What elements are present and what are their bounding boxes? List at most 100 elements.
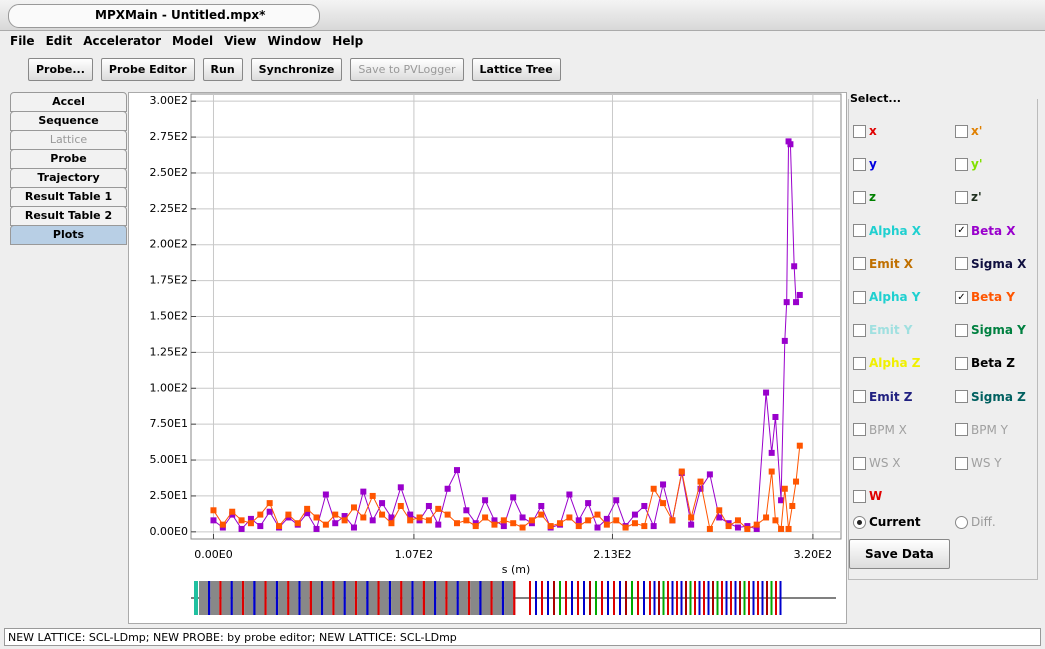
radio[interactable] <box>955 515 968 529</box>
checkbox-label: Alpha Y <box>869 290 921 304</box>
lattice-element <box>631 581 633 615</box>
checkbox[interactable] <box>853 390 866 404</box>
lattice-cavity <box>504 581 514 615</box>
checkbox-option[interactable]: Beta Z <box>955 356 1015 370</box>
checkbox-option[interactable]: y <box>853 157 877 171</box>
checkbox-option[interactable]: Sigma X <box>955 257 1026 271</box>
lattice-magnet <box>467 581 471 615</box>
data-point <box>763 514 770 521</box>
lattice-cavity <box>447 581 457 615</box>
data-point <box>294 520 301 527</box>
checkbox[interactable] <box>955 257 968 271</box>
data-point <box>425 502 432 509</box>
checkbox-option[interactable]: x' <box>955 124 982 138</box>
radio[interactable] <box>853 515 866 529</box>
tab[interactable]: Accel <box>10 92 127 112</box>
checkbox[interactable] <box>955 356 968 370</box>
checkbox-option[interactable]: Alpha X <box>853 224 921 238</box>
checkbox-option[interactable]: Emit X <box>853 257 913 271</box>
checkbox[interactable] <box>955 323 968 337</box>
checkbox-option[interactable]: Sigma Y <box>955 323 1026 337</box>
data-point <box>322 521 329 528</box>
toolbar-button[interactable]: Synchronize <box>250 58 343 81</box>
save-button[interactable]: Save Data <box>849 539 950 569</box>
checkbox[interactable] <box>853 290 866 304</box>
menu-item[interactable]: View <box>224 34 257 48</box>
menu-item[interactable]: Window <box>267 34 322 48</box>
menu-item[interactable]: Edit <box>45 34 73 48</box>
checkbox-option: BPM X <box>853 423 907 437</box>
lattice-element <box>716 581 719 615</box>
data-point <box>407 517 414 524</box>
checkbox <box>853 423 866 437</box>
checkbox-option[interactable]: Emit Z <box>853 390 912 404</box>
tab[interactable]: Probe <box>10 149 127 169</box>
lattice-element <box>571 581 573 615</box>
checkbox-option[interactable]: y' <box>955 157 983 171</box>
checkbox-option[interactable]: Alpha Y <box>853 290 921 304</box>
checkbox[interactable] <box>853 124 866 138</box>
lattice-element <box>577 581 579 615</box>
data-point <box>482 514 489 521</box>
checkbox-option[interactable]: Emit Y <box>853 323 912 337</box>
checkbox-option[interactable]: Alpha Z <box>853 356 921 370</box>
lattice-cavity <box>278 581 288 615</box>
checkbox[interactable] <box>955 124 968 138</box>
checkbox-option[interactable]: ✓ Beta Y <box>955 290 1015 304</box>
tab[interactable]: Sequence <box>10 111 127 131</box>
lattice-element <box>667 581 669 615</box>
checkbox-option[interactable]: W <box>853 489 882 503</box>
radio-option[interactable]: Current <box>853 515 921 529</box>
checkbox-label: BPM X <box>869 422 907 437</box>
chart: 0.00E0 2.50E1 5.00E1 7.50E1 1.00E2 1.25E2 1.50… <box>150 93 842 615</box>
tab[interactable]: Trajectory <box>10 168 127 188</box>
checkbox-label: x <box>869 124 877 138</box>
toolbar-button[interactable]: Probe Editor <box>100 58 195 81</box>
tab[interactable]: Result Table 2 <box>10 206 127 226</box>
data-point <box>706 525 713 532</box>
data-point <box>210 517 217 524</box>
series-line <box>213 139 801 531</box>
checkbox-option[interactable]: x <box>853 124 877 138</box>
checkbox[interactable] <box>955 390 968 404</box>
data-point <box>585 500 592 507</box>
tab[interactable]: Result Table 1 <box>10 187 127 207</box>
x-tick-label: 3.20E2 <box>794 548 832 561</box>
data-point <box>603 515 610 522</box>
menu-item[interactable]: Model <box>172 34 214 48</box>
checkbox[interactable] <box>955 157 968 171</box>
checkbox[interactable] <box>853 190 866 204</box>
checkbox-option: WS X <box>853 456 901 470</box>
checkbox-option[interactable]: z' <box>955 190 982 204</box>
checkbox-option[interactable]: z <box>853 190 876 204</box>
radio-option[interactable]: Diff. <box>955 515 996 529</box>
toolbar-button[interactable]: Lattice Tree <box>471 58 561 81</box>
tab[interactable]: Plots <box>10 225 127 245</box>
checkbox[interactable] <box>853 489 866 503</box>
lattice-magnet <box>422 581 425 615</box>
checkbox[interactable] <box>853 356 866 370</box>
data-point <box>566 514 573 521</box>
checkbox-option[interactable]: Sigma Z <box>955 390 1026 404</box>
checkbox-option[interactable]: ✓ Beta X <box>955 224 1016 238</box>
checkbox[interactable] <box>853 257 866 271</box>
menu-item[interactable]: File <box>10 34 35 48</box>
checkbox-label: Alpha Z <box>869 356 921 371</box>
lattice-cavity <box>368 581 378 615</box>
checkbox[interactable]: ✓ <box>955 290 968 304</box>
tab[interactable]: Lattice <box>10 130 127 150</box>
menu-item[interactable]: Accelerator <box>83 34 162 48</box>
data-point <box>631 520 638 527</box>
data-point <box>528 517 535 524</box>
toolbar-button[interactable]: Probe... <box>28 58 93 81</box>
checkbox[interactable] <box>955 190 968 204</box>
lattice-cavity <box>492 581 502 615</box>
checkbox[interactable]: ✓ <box>955 224 968 238</box>
data-point <box>388 520 395 527</box>
checkbox[interactable] <box>853 157 866 171</box>
toolbar-button[interactable]: Run <box>202 58 243 81</box>
checkbox[interactable] <box>853 323 866 337</box>
data-point <box>519 514 526 521</box>
menu-item[interactable]: Help <box>332 34 364 48</box>
checkbox[interactable] <box>853 224 866 238</box>
